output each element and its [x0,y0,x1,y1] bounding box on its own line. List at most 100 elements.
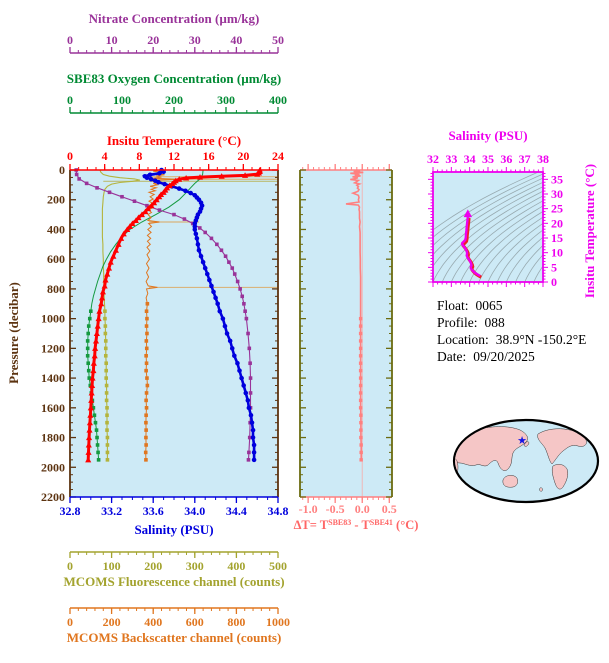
tick-label: 34 [464,152,476,166]
tick-label: 30 [551,187,563,201]
float-location-star: ★ [517,435,527,447]
world-map: ★ [452,418,600,504]
delta-t-label-sup2: SBE41 [369,518,393,527]
backscatter-axis-label: MCOMS Backscatter channel (counts) [66,630,282,645]
tick-label: -0.5 [326,502,345,516]
temperature-axis-label: Insitu Temperature (°C) [106,133,242,148]
island-new-zealand [539,487,543,492]
island-greenland [578,426,588,434]
tick-label: 37 [519,152,531,166]
tick-label: 600 [186,615,204,629]
tick-label: 0 [67,559,73,573]
tick-label: 25 [551,202,563,216]
fluorescence-series [99,169,141,462]
tick-label: 1000 [41,312,65,326]
delta-t-label-part: (°C) [392,518,419,532]
tick-label: 32.8 [60,504,81,518]
backscatter-scale: 0 200 400 600 800 1000 [67,607,290,629]
salinity-scale: 32.8 33.2 33.6 34.0 34.4 34.8 [60,496,289,518]
delta-t-label-part: ΔT= T [293,518,329,532]
tick-label: 10 [551,246,563,260]
tick-label: 35 [551,172,563,186]
oxygen-scale: 0 100 200 300 400 [67,93,287,114]
date-value: 09/20/2025 [473,349,535,364]
tick-label: 400 [227,559,245,573]
tick-label: 500 [269,559,287,573]
tick-label: 300 [217,93,235,107]
tick-label: 5 [551,260,557,274]
tick-label: 400 [269,93,287,107]
tick-label: 20 [147,33,159,47]
tick-label: 400 [144,615,162,629]
tick-label: 200 [103,615,121,629]
date-label: Date: [437,349,467,364]
location-label: Location: [437,332,489,347]
tick-label: 50 [272,33,284,47]
nitrate-axis-label: Nitrate Concentration (µm/kg) [88,11,260,26]
continent-north-america [537,428,587,465]
salinity-series [141,167,257,463]
tick-label: 0.5 [382,502,397,516]
tick-label: 200 [47,193,65,207]
continent-australia [502,475,518,488]
location-value: 38.9°N -150.2°E [495,332,587,347]
tick-label: 600 [47,252,65,266]
tick-label: 1200 [41,341,65,355]
salinity-axis-label: Salinity (PSU) [134,522,214,537]
tick-label: 0.0 [355,502,370,516]
delta-t-trace [345,169,364,460]
backscatter-series [143,169,179,462]
tick-label: 200 [165,93,183,107]
continent-south-america [551,464,569,490]
tick-label: 33.6 [143,504,164,518]
delta-t-axis-label: ΔT= TSBE83 - TSBE41 (°C) [294,518,419,533]
tick-label: 2200 [41,490,65,504]
float-info: Float: 0065 Profile: 088 Location: 38.9°N -… [437,297,586,365]
ts-curve [460,216,481,277]
tick-label: 35 [482,152,494,166]
tick-label: 12 [168,149,180,163]
tick-label: 0 [67,33,73,47]
tick-label: 34.4 [226,504,247,518]
delta-t-label-sup1: SBE83 [328,518,352,527]
tick-label: 1000 [266,615,290,629]
tick-label: 0 [67,93,73,107]
tick-label: 0 [67,149,73,163]
tick-label: 0 [67,615,73,629]
tick-label: 32 [427,152,439,166]
tick-label: 100 [113,93,131,107]
tick-label: 15 [551,231,563,245]
profile-value: 088 [484,315,505,330]
tick-label: 200 [144,559,162,573]
ts-salinity-label: Salinity (PSU) [448,128,528,143]
tick-label: 400 [47,222,65,236]
tick-label: 36 [500,152,512,166]
profile-label: Profile: [437,315,478,330]
profile-row: Profile: 088 [437,314,586,331]
temperature-scale: 0 4 8 12 16 20 24 [67,149,284,171]
tick-label: 20 [237,149,249,163]
delta-t-label-part: - T [351,518,370,532]
tick-label: 24 [272,149,284,163]
temperature-series [85,166,263,463]
main-profile-panel: 0200400600800100012001400160018002000220… [41,149,289,518]
tick-label: 38 [537,152,549,166]
fluorescence-scale: 0 100 200 300 400 500 [67,551,287,573]
float-id-row: Float: 0065 [437,297,586,314]
tick-label: 1800 [41,431,65,445]
tick-label: 34.8 [268,504,289,518]
tick-label: 4 [102,149,108,163]
tick-label: 800 [227,615,245,629]
float-label: Float: [437,298,469,313]
tick-label: 800 [47,282,65,296]
continent-eurasia [455,426,528,471]
tick-label: 40 [230,33,242,47]
delta-t-panel: -1.0 -0.5 0.0 0.5 [299,164,397,516]
tick-label: 34.0 [184,504,205,518]
nitrate-scale: 0 10 20 30 40 50 [67,33,284,54]
tick-label: 8 [136,149,142,163]
tick-label: 0 [551,275,557,289]
